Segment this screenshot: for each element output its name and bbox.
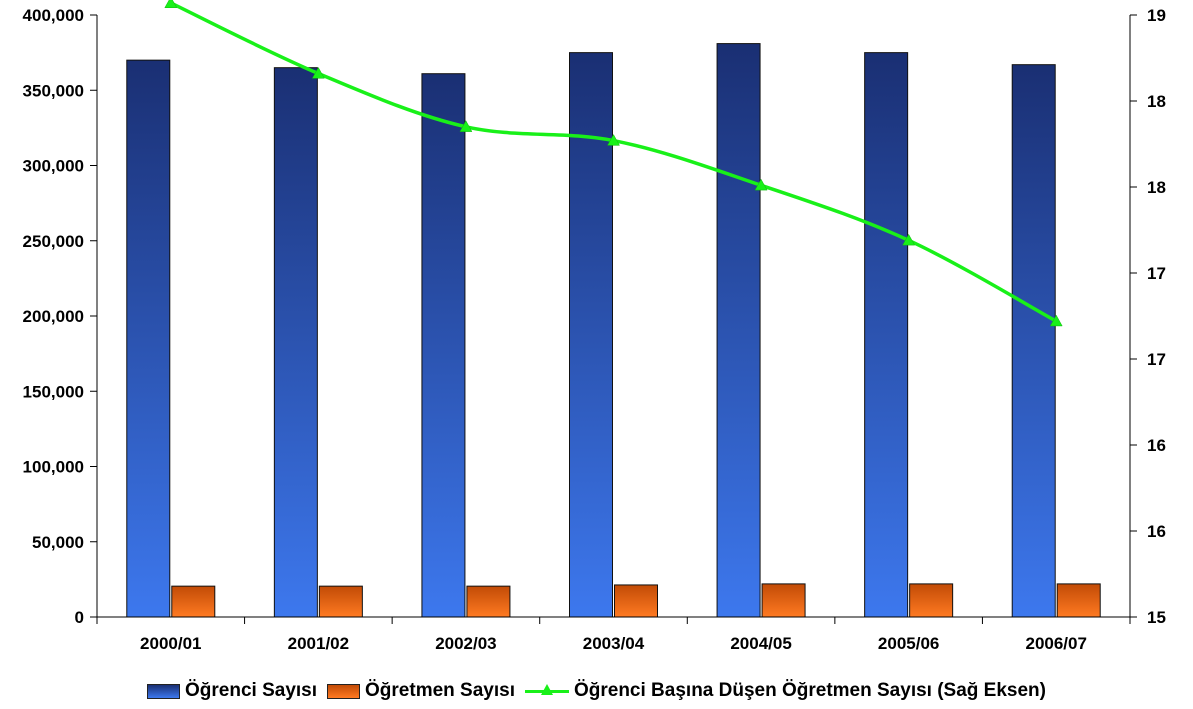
left-axis-tick-label: 400,000 [23, 6, 84, 25]
right-axis-tick-label: 18 [1147, 178, 1166, 197]
axes-layer: 0 50,000 100,000 150,000 200,000 250,000 300,0… [23, 6, 1166, 653]
bar-ogrenci [1011, 64, 1056, 618]
bar-ogretmen [318, 585, 363, 618]
right-axis-tick-label: 16 [1147, 522, 1166, 541]
bar-ogrenci [126, 59, 171, 618]
line-marker-triangle [459, 120, 473, 132]
legend-item-ogretmen[interactable]: Öğretmen Sayısı [327, 680, 515, 702]
bar-ogrenci [864, 52, 909, 618]
x-axis-tick-label: 2001/02 [288, 634, 349, 653]
line-marker-triangle [607, 134, 620, 146]
right-axis-tick-label: 19 [1147, 6, 1166, 25]
right-axis-tick-label: 16 [1147, 436, 1166, 455]
right-axis-tick-label: 17 [1147, 350, 1166, 369]
legend-swatch-line-triangle [524, 684, 569, 698]
left-axis-tick-label: 250,000 [23, 232, 84, 251]
line-marker-triangle [754, 178, 768, 191]
bar-ogrenci [716, 43, 761, 618]
right-axis-tick-label: 15 [1147, 608, 1166, 627]
bar-ogretmen [171, 585, 216, 618]
x-axis-tick-label: 2000/01 [140, 634, 201, 653]
left-axis-tick-label: 100,000 [23, 458, 84, 477]
legend-label: Öğrenci Başına Düşen Öğretmen Sayısı (Sa… [573, 680, 1046, 701]
bar-ogretmen [761, 583, 806, 618]
legend-label: Öğretmen Sayısı [365, 680, 515, 701]
legend-swatch-orange [327, 683, 361, 699]
bar-ogretmen [909, 583, 954, 618]
chart-legend: Öğrenci Sayısı Öğretmen Sayısı Öğrenci B… [0, 676, 1193, 706]
legend-label: Öğrenci Sayısı [185, 680, 318, 701]
left-axis-tick-label: 150,000 [23, 382, 84, 401]
left-axis-tick-label: 200,000 [23, 307, 84, 326]
bars-layer [126, 43, 1101, 618]
line-layer [164, 0, 1063, 327]
bar-ogrenci [421, 73, 466, 618]
x-axis-tick-label: 2003/04 [583, 634, 645, 653]
line-marker-triangle [311, 66, 325, 79]
left-axis-tick-label: 350,000 [23, 81, 84, 100]
x-axis-tick-label: 2004/05 [730, 634, 791, 653]
x-axis-tick-label: 2002/03 [435, 634, 496, 653]
bar-ogrenci [569, 52, 613, 618]
line-marker-triangle [1049, 314, 1063, 327]
chart-svg: 0 50,000 100,000 150,000 200,000 250,000 300,0… [23, 0, 1166, 653]
line-marker-triangle [902, 233, 916, 246]
left-axis-tick-label: 50,000 [32, 533, 84, 552]
bar-ogretmen [614, 584, 658, 618]
right-axis-tick-label: 17 [1147, 264, 1166, 283]
x-axis-tick-label: 2005/06 [878, 634, 939, 653]
bar-ogrenci [273, 67, 318, 618]
line-marker-triangle [164, 0, 178, 9]
x-axis-tick-label: 2006/07 [1025, 634, 1086, 653]
right-axis-tick-label: 18 [1147, 92, 1166, 111]
left-axis-tick-label: 300,000 [23, 157, 84, 176]
legend-item-oran[interactable]: Öğrenci Başına Düşen Öğretmen Sayısı (Sa… [524, 680, 1046, 702]
bar-ogretmen [1056, 583, 1101, 618]
left-axis-tick-label: 0 [75, 608, 84, 627]
legend-swatch-blue [147, 683, 181, 699]
legend-item-ogrenci[interactable]: Öğrenci Sayısı [147, 680, 317, 702]
bar-ogretmen [466, 585, 511, 618]
